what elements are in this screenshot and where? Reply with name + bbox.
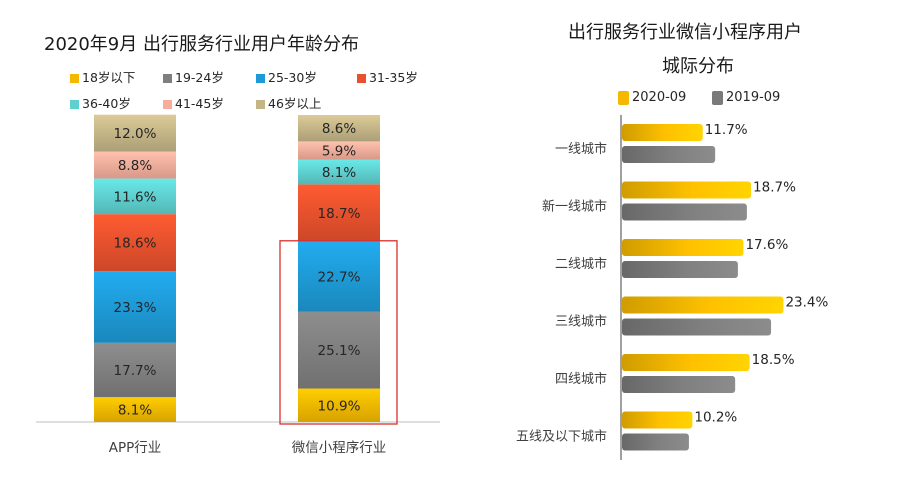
left-legend-item: 46岁以上: [256, 93, 321, 112]
bar: [622, 239, 744, 256]
legend-label: 2020-09: [632, 90, 687, 105]
legend-swatch: [163, 100, 172, 109]
bar: [622, 203, 747, 221]
bar: [622, 146, 716, 163]
bar-value-label: 10.2%: [694, 410, 737, 426]
y-category-label: 五线及以下城市: [516, 429, 607, 445]
legend-label: 2019-09: [726, 90, 781, 105]
legend-label: 36-40岁: [82, 96, 131, 111]
x-category-label: APP行业: [109, 440, 162, 456]
bar-value-label: 17.6%: [745, 237, 788, 253]
legend-swatch: [618, 90, 629, 105]
bar: [622, 181, 752, 199]
bar-value-label: 10.9%: [318, 398, 361, 414]
bar: [622, 411, 693, 429]
left-legend-item: 36-40岁: [70, 93, 131, 112]
legend-label: 25-30岁: [268, 70, 317, 85]
x-category-label: 微信小程序行业: [292, 440, 387, 456]
legend-swatch: [712, 90, 723, 105]
left-legend-item: 19-24岁: [163, 67, 224, 86]
right-legend-item: 2019-09: [712, 90, 780, 105]
right-legend-item: 2020-09: [618, 90, 686, 105]
bar-value-label: 11.7%: [705, 122, 748, 138]
legend-swatch: [357, 74, 366, 83]
legend-label: 41-45岁: [175, 96, 224, 111]
bar-value-label: 23.4%: [785, 295, 828, 311]
bar: [622, 318, 772, 336]
bar-segment: [298, 388, 380, 422]
highlight-box: [279, 240, 398, 425]
bar-value-label: 25.1%: [318, 343, 361, 359]
bar-value-label: 18.6%: [114, 236, 157, 252]
bar: [622, 124, 703, 141]
left-legend-item: 18岁以下: [70, 67, 135, 86]
bar-value-label: 22.7%: [318, 270, 361, 286]
legend-swatch: [70, 74, 79, 83]
left-legend-item: 31-35岁: [357, 67, 418, 86]
right-horizontal-bar-chart: 一线城市 11.7% 新一线城市 18.7% 二线城市 17.6% 三线城市 23.4% 四线城…: [516, 115, 829, 460]
legend-label: 19-24岁: [175, 70, 224, 85]
left-legend-item: 41-45岁: [163, 93, 224, 112]
bar-value-label: 18.5%: [752, 352, 795, 368]
bar: [622, 296, 784, 314]
y-category-label: 一线城市: [555, 141, 607, 157]
y-category-label: 四线城市: [555, 371, 607, 387]
bar-value-label: 8.6%: [322, 121, 356, 137]
bar-segment: [298, 115, 380, 142]
bar-value-label: 17.7%: [114, 363, 157, 379]
bar-value-label: 8.8%: [118, 158, 152, 174]
bar-segment: [94, 271, 176, 343]
bar-segment: [94, 114, 176, 152]
bar-value-label: 18.7%: [318, 206, 361, 222]
bar-segment: [94, 151, 176, 179]
bar-segment: [94, 178, 176, 215]
bar-segment: [298, 141, 380, 160]
bar-segment: [298, 241, 380, 312]
legend-label: 46岁以上: [268, 96, 322, 111]
legend-swatch: [256, 74, 265, 83]
bar-value-label: 23.3%: [114, 300, 157, 316]
left-stacked-bar-chart: 8.1% 17.7% 23.3% 18.6% 11.6% 8.8% 12.0% APP行业 10…: [36, 114, 440, 456]
right-chart-title-line1: 出行服务行业微信小程序用户: [568, 22, 802, 43]
right-chart-title-line2: 城际分布: [662, 56, 734, 77]
bar-segment: [298, 184, 380, 242]
left-chart-title: 2020年9月 出行服务行业用户年龄分布: [44, 34, 359, 55]
legend-swatch: [163, 74, 172, 83]
bar-value-label: 8.1%: [322, 165, 356, 181]
bar: [622, 354, 750, 371]
bar-segment: [298, 159, 380, 185]
y-category-label: 三线城市: [555, 314, 607, 330]
bar-segment: [94, 342, 176, 398]
bar-segment: [298, 311, 380, 389]
bar-value-label: 8.1%: [118, 403, 152, 419]
bar-value-label: 11.6%: [114, 189, 157, 205]
left-legend-item: 25-30岁: [256, 67, 317, 86]
legend-label: 31-35岁: [369, 70, 418, 85]
bar-value-label: 5.9%: [322, 143, 356, 159]
bar-segment: [94, 397, 176, 422]
legend-swatch: [70, 100, 79, 109]
legend-swatch: [256, 100, 265, 109]
bar: [622, 376, 736, 393]
legend-label: 18岁以下: [82, 70, 136, 85]
y-category-label: 二线城市: [555, 256, 607, 272]
bar-value-label: 18.7%: [753, 180, 796, 196]
bar-value-label: 12.0%: [114, 126, 157, 142]
bar: [622, 261, 738, 278]
bar-segment: [94, 214, 176, 272]
bar: [622, 433, 689, 451]
y-category-label: 新一线城市: [542, 199, 607, 215]
